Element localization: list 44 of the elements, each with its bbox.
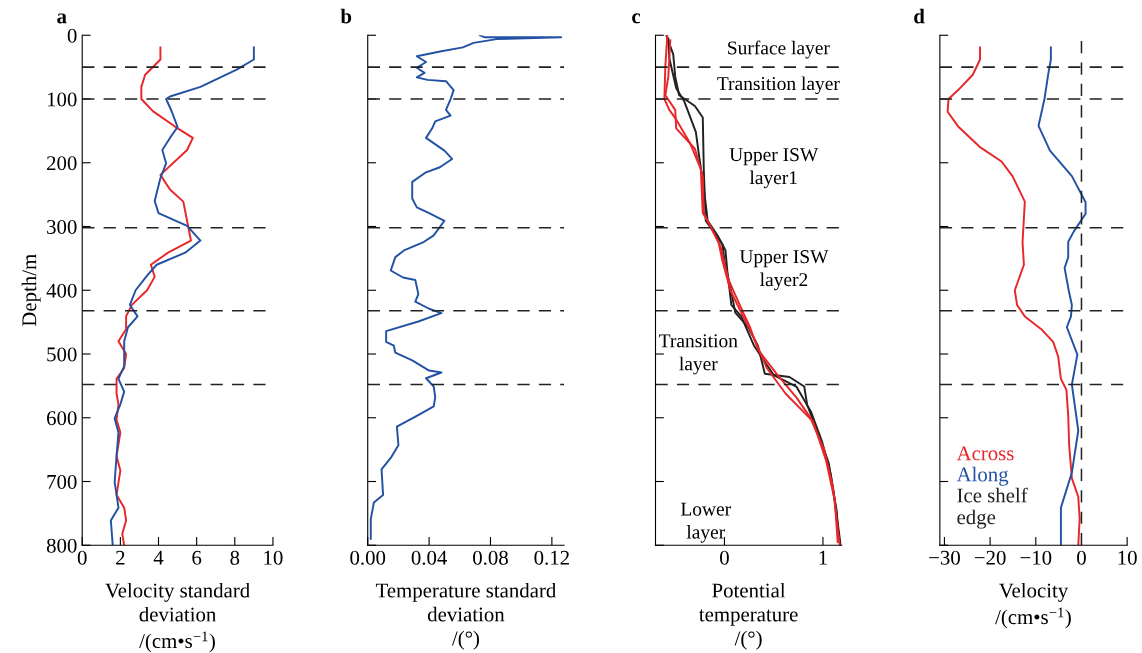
x-tick-label: 0 [77,550,87,565]
x-tick-label: −20 [974,550,1006,565]
chart-title: b [340,8,352,24]
y-tick-label: 600 [47,411,77,426]
x-tick-label: 0.00 [350,550,386,565]
x-tick-label: 8 [230,550,240,565]
y-axis-title: Depth/m [21,254,41,327]
x-tick-label: −10 [1020,550,1052,565]
text: Along [956,466,1009,486]
x-axis-title: Velocity /(cm•s$^{−1}$) [995,582,1071,629]
y-tick-label: 200 [47,156,77,171]
annotation: Lower layer [680,502,731,543]
chart-title: d [914,8,925,24]
x-tick-label: 0.04 [411,550,448,565]
x-tick-label: 10 [1118,550,1137,565]
x-tick-label: 0 [720,550,729,565]
annotation: Upper ISW layer1 [729,148,819,189]
y-tick-label: 500 [47,347,77,362]
text: Across [956,446,1014,461]
x-tick-label: 0.12 [534,550,569,565]
chart-title: a [57,13,67,24]
x-axis-title: Temperature standard deviation /(°) [375,582,557,650]
y-tick-label: 400 [46,283,77,298]
annotation: Transition layer [659,334,738,375]
y-tick-label: 0 [67,28,77,43]
chart-title: c [632,13,641,24]
x-tick-label: 10 [264,550,283,565]
annotation: Surface layer [728,40,830,59]
annotation: Transition layer [717,76,840,95]
y-tick-label: 100 [47,92,77,107]
y-tick-label: 800 [46,538,77,553]
x-tick-label: 6 [192,550,202,565]
annotation: Upper ISW layer2 [739,250,829,291]
x-tick-label: −30 [929,550,960,565]
x-tick-label: 1 [819,550,827,565]
x-axis-title: Potential temperature /(°) [699,582,798,650]
x-tick-label: 2 [116,550,125,565]
x-axis-title: Velocity standard deviation /(cm•s$^{−1}$) [105,582,250,653]
y-tick-label: 700 [47,474,77,489]
x-tick-label: 0 [1077,550,1086,565]
x-tick-label: 0.08 [473,550,508,565]
ref-line-label: Ice shelf edge [957,487,1028,529]
y-tick-label: 300 [47,219,77,234]
x-tick-label: 4 [153,550,164,565]
